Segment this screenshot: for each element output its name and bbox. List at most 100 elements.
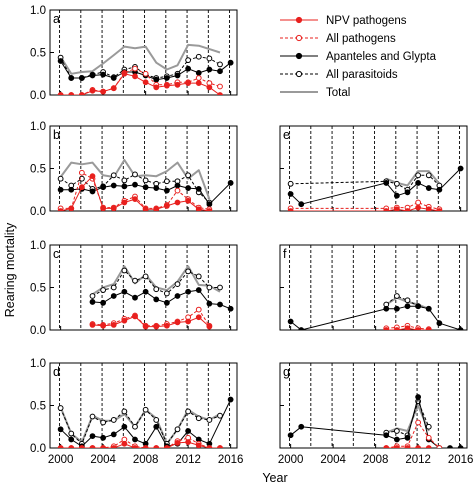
data-point-apanteles (404, 189, 411, 196)
data-point-npv (121, 199, 128, 206)
data-point-npv (174, 319, 181, 326)
data-point-all_pathogens (78, 169, 85, 176)
data-point-npv (383, 445, 390, 448)
data-point-all_parasitoids (425, 172, 432, 179)
data-point-apanteles (436, 320, 443, 327)
legend-entry-npv: NPV pathogens (280, 15, 407, 27)
legend: NPV pathogens All pathogens Apanteles and … (280, 15, 437, 99)
data-point-all_pathogens (415, 199, 422, 206)
data-point-apanteles (195, 287, 202, 293)
y-tick-label: 1.0 (30, 240, 46, 252)
data-point-npv (142, 323, 149, 330)
data-point-apanteles (68, 186, 75, 193)
data-point-apanteles (457, 165, 464, 172)
legend-label: All pathogens (326, 33, 396, 45)
series-line-all_parasitoids (60, 56, 221, 79)
x-tick-label: 2004 (320, 454, 346, 466)
data-point-npv (89, 173, 96, 180)
data-point-apanteles (121, 423, 128, 430)
data-point-all_parasitoids (206, 417, 213, 423)
data-point-apanteles (163, 75, 170, 81)
data-point-npv (436, 208, 443, 211)
y-tick-label: 0.5 (30, 164, 46, 176)
data-point-all_parasitoids (217, 61, 223, 68)
x-tick-label: 2012 (405, 454, 431, 466)
data-point-all_pathogens (132, 65, 138, 72)
data-point-npv (217, 445, 223, 448)
data-point-all_parasitoids (195, 53, 202, 60)
data-point-apanteles (393, 192, 400, 199)
data-point-apanteles (195, 186, 202, 192)
y-tick-label: 0.0 (30, 325, 46, 337)
series-line-npv (60, 73, 221, 95)
data-point-npv (383, 327, 390, 330)
panel-letter: c (53, 247, 59, 261)
data-point-all_parasitoids (195, 415, 202, 422)
data-point-all_parasitoids (142, 273, 149, 280)
series-layer (287, 394, 464, 448)
data-point-apanteles (383, 432, 390, 439)
data-point-all_parasitoids (174, 281, 181, 288)
data-point-apanteles (174, 293, 181, 299)
data-point-npv (100, 322, 107, 329)
data-point-apanteles (447, 445, 453, 448)
data-point-apanteles (227, 180, 234, 186)
data-point-npv (415, 204, 422, 211)
x-tick-label: 2004 (90, 454, 116, 466)
y-axis-label: Rearing mortality (3, 222, 17, 317)
data-point-all_parasitoids (142, 177, 149, 184)
data-point-all_parasitoids (153, 417, 160, 423)
legend-entry-total: Total (280, 87, 350, 99)
data-point-all_parasitoids (185, 268, 192, 275)
data-point-npv (185, 439, 192, 445)
data-point-apanteles (415, 303, 422, 310)
data-point-apanteles (206, 300, 213, 307)
data-point-apanteles (100, 299, 107, 306)
data-point-all_parasitoids (142, 406, 149, 413)
data-point-npv (393, 445, 400, 448)
data-point-apanteles (404, 434, 411, 441)
data-point-all_parasitoids (89, 413, 96, 420)
y-tick-label: 0.0 (30, 443, 46, 455)
data-point-npv (287, 208, 294, 211)
data-point-npv (142, 79, 149, 86)
data-point-all_parasitoids (185, 57, 192, 64)
data-point-npv (163, 82, 170, 89)
data-point-all_parasitoids (287, 180, 294, 187)
data-point-apanteles (163, 299, 170, 306)
data-point-npv (174, 81, 181, 88)
data-point-npv (174, 440, 181, 446)
data-point-apanteles (393, 305, 400, 312)
data-point-npv (393, 327, 400, 330)
data-point-apanteles (298, 201, 305, 208)
data-point-npv (404, 445, 411, 448)
series-line-all_pathogens (60, 437, 220, 448)
y-tick-label: 1.0 (30, 121, 46, 133)
data-point-all_parasitoids (68, 430, 75, 437)
data-point-apanteles (206, 201, 213, 208)
data-point-apanteles (142, 184, 149, 191)
panel-frame (49, 362, 238, 449)
data-point-npv (163, 203, 170, 209)
data-point-npv (89, 445, 96, 448)
data-point-all_pathogens (217, 83, 223, 90)
data-point-apanteles (132, 294, 138, 301)
series-line-total (385, 404, 430, 434)
data-point-all_parasitoids (57, 175, 64, 182)
data-point-apanteles (121, 183, 128, 190)
legend-label: Total (326, 87, 350, 99)
data-point-apanteles (153, 76, 160, 83)
data-point-npv (142, 206, 149, 211)
data-point-npv (57, 445, 64, 448)
data-point-npv (57, 208, 64, 211)
legend-label: All parasitoids (326, 69, 398, 81)
data-point-apanteles (287, 318, 294, 325)
data-point-apanteles (217, 68, 223, 75)
data-point-npv (142, 445, 149, 448)
data-point-npv (195, 80, 202, 86)
data-point-all_pathogens (195, 306, 202, 313)
panel-letter: b (53, 128, 60, 142)
data-point-npv (415, 445, 422, 448)
data-point-all_parasitoids (415, 172, 422, 179)
